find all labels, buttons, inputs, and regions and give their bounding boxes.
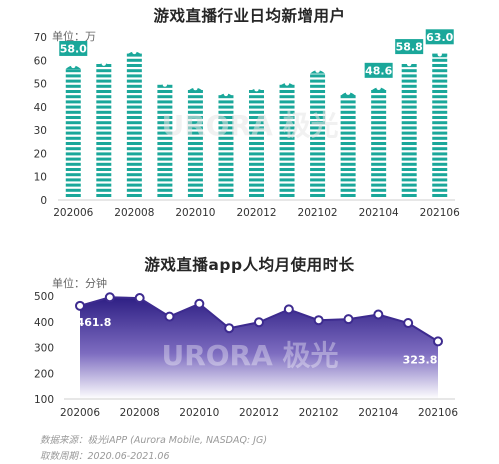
bar-y-tick-label: 30 [34, 125, 47, 137]
area-chart-unit: 单位：分钟 [52, 277, 107, 290]
bar-data-label-202104: 48.6 [364, 62, 393, 78]
charts-canvas: 0 10 20 30 40 50 60 70 202006 202008 202010 202012 2… [34, 29, 460, 419]
area-data-label-202106: 323.8 [403, 353, 438, 366]
area-x-tick-label: 202008 [120, 407, 160, 419]
bar-y-tick-label: 70 [34, 32, 47, 44]
area-point-202008 [134, 293, 145, 304]
bar-202010 [187, 85, 203, 197]
area-x-tick-label: 202104 [358, 407, 398, 419]
footer-period: 取数周期：2020.06-2021.06 [40, 451, 170, 462]
footer-source: 数据来源：极光iAPP (Aurora Mobile, NASDAQ: JG) [40, 435, 268, 446]
bar-x-tick-label: 202102 [298, 207, 338, 219]
area-point-202103 [343, 314, 354, 325]
area-y-tick-label: 200 [34, 368, 54, 380]
svg-text:58.8: 58.8 [396, 41, 423, 54]
area-y-tick-label: 300 [34, 343, 54, 355]
area-point-202105 [403, 318, 414, 329]
bar-202011 [218, 91, 234, 197]
bar-y-tick-label: 20 [34, 148, 47, 160]
bar-data-label-202006: 58.0 [59, 40, 88, 56]
svg-text:58.0: 58.0 [60, 42, 87, 55]
area-y-tick-label: 100 [34, 394, 54, 406]
area-point-202012 [254, 317, 264, 328]
bar-202103 [340, 90, 356, 197]
bar-chart-title: 游戏直播行业日均新增用户 [153, 7, 346, 25]
svg-text:48.6: 48.6 [365, 64, 392, 77]
watermark-bottom: URORA 极光 [161, 339, 338, 372]
bar-202104 [371, 85, 387, 197]
bar-x-tick-label: 202008 [114, 207, 154, 219]
bar-x-tick-label: 202106 [420, 207, 460, 219]
bar-x-tick-label: 202010 [175, 207, 215, 219]
bar-chart-unit: 单位：万 [52, 30, 96, 43]
area-point-202006 [75, 300, 85, 311]
bar-202012 [249, 87, 264, 197]
bar-202102 [310, 68, 326, 197]
area-y-tick-label: 400 [34, 317, 54, 329]
svg-text:63.0: 63.0 [426, 31, 453, 44]
area-point-202101 [283, 304, 294, 315]
area-x-tick-label: 202106 [418, 407, 458, 419]
bar-x-tick-label: 202104 [359, 207, 399, 219]
bar-y-tick-label: 10 [34, 172, 47, 184]
watermark-top: URORA 极光 [161, 109, 338, 142]
bar-y-tick-label: 0 [40, 195, 47, 207]
area-point-202104 [373, 309, 384, 320]
area-point-202102 [313, 315, 324, 326]
bar-chart: 0 10 20 30 40 50 60 70 202006 202008 202010 202012 2… [34, 29, 460, 219]
area-chart-title: 游戏直播app人均月使用时长 [144, 256, 355, 274]
bar-202006 [65, 63, 81, 197]
area-x-tick-label: 202010 [179, 407, 219, 419]
area-point-202011 [224, 323, 235, 334]
bar-data-label-202106: 63.0 [425, 29, 454, 45]
bar-202106 [432, 52, 448, 197]
area-x-tick-label: 202006 [60, 407, 100, 419]
area-y-tick-label: 500 [34, 291, 54, 303]
bar-202101 [279, 81, 295, 197]
area-chart: 100 200 300 400 500 202006 202008 202010 202012 2… [34, 291, 458, 419]
bar-202008 [126, 49, 142, 197]
bar-202105 [401, 61, 417, 197]
area-x-tick-label: 202102 [299, 407, 339, 419]
bar-x-tick-label: 202012 [236, 207, 276, 219]
bar-y-tick-label: 40 [34, 102, 47, 114]
bar-202009 [157, 82, 173, 197]
area-point-202009 [164, 311, 175, 322]
area-point-202010 [194, 298, 205, 309]
area-x-tick-label: 202012 [239, 407, 279, 419]
area-point-202106 [433, 336, 443, 347]
bar-x-tick-label: 202006 [53, 207, 93, 219]
bar-y-tick-label: 50 [34, 79, 47, 91]
area-point-202007 [104, 292, 115, 303]
bar-y-tick-label: 60 [34, 55, 47, 67]
area-data-label-202006: 461.8 [77, 316, 112, 329]
bar-data-label-202105: 58.8 [395, 39, 424, 55]
bar-202007 [96, 61, 112, 197]
